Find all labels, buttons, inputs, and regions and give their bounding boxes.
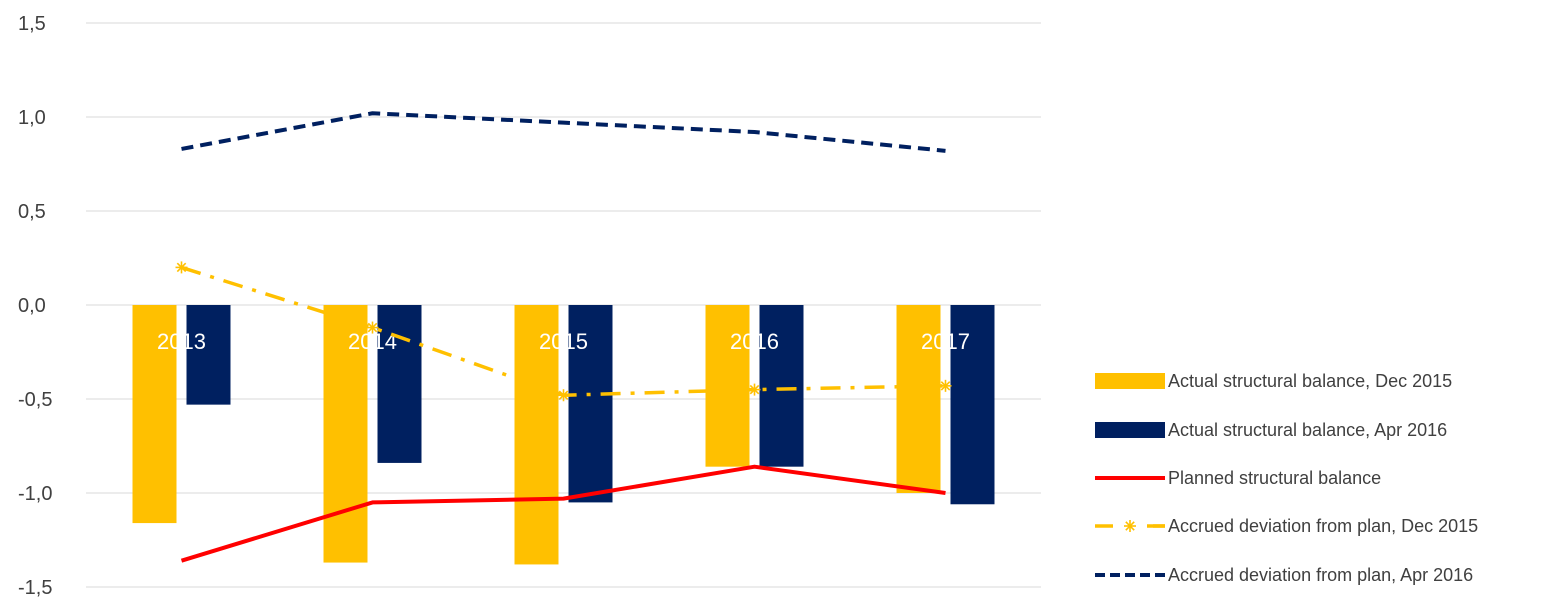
legend-label: Accrued deviation from plan, Dec 2015 [1168, 516, 1478, 536]
legend-item: Actual structural balance, Dec 2015 [1095, 371, 1452, 391]
bar [132, 305, 177, 524]
category-labels: 2013 2014 2015 2016 2017 [157, 329, 970, 354]
bar [705, 305, 750, 467]
legend-label: Actual structural balance, Apr 2016 [1168, 420, 1447, 440]
legend-item: Accrued deviation from plan, Apr 2016 [1095, 565, 1473, 585]
y-axis-tick-labels: 1,5 1,0 0,5 0,0 -0,5 -1,0 -1,5 [18, 13, 52, 597]
bar [186, 305, 231, 405]
category-label: 2013 [157, 329, 206, 354]
y-tick-label: -0,5 [18, 389, 52, 411]
legend-item: Actual structural balance, Apr 2016 [1095, 420, 1447, 440]
y-tick-label: -1,0 [18, 483, 52, 505]
y-tick-label: -1,5 [18, 577, 52, 597]
legend: Actual structural balance, Dec 2015 Actua… [1095, 371, 1478, 585]
legend-label: Actual structural balance, Dec 2015 [1168, 371, 1452, 391]
category-label: 2015 [539, 329, 588, 354]
bar [514, 305, 559, 565]
series-line [180, 464, 946, 563]
legend-item: Planned structural balance [1095, 468, 1381, 488]
y-tick-label: 0,0 [18, 295, 46, 317]
legend-swatch [1095, 422, 1165, 438]
asterisk-marker [748, 383, 761, 396]
category-label: 2017 [921, 329, 970, 354]
asterisk-marker [175, 261, 188, 274]
y-tick-label: 0,5 [18, 201, 46, 223]
asterisk-marker [557, 389, 570, 402]
asterisk-marker [939, 379, 952, 392]
lines [175, 111, 952, 563]
bar [896, 305, 941, 493]
asterisk-marker [366, 321, 379, 334]
y-tick-label: 1,0 [18, 107, 46, 129]
series-line [181, 111, 946, 153]
category-label: 2016 [730, 329, 779, 354]
bar [323, 305, 368, 563]
bar [950, 305, 995, 505]
bars [132, 305, 995, 565]
legend-label: Planned structural balance [1168, 468, 1381, 488]
legend-swatch [1095, 373, 1165, 389]
bar [568, 305, 613, 503]
legend-label: Accrued deviation from plan, Apr 2016 [1168, 565, 1473, 585]
legend-item: Accrued deviation from plan, Dec 2015 [1095, 516, 1478, 536]
bar [759, 305, 804, 467]
bar [377, 305, 422, 463]
y-tick-label: 1,5 [18, 13, 46, 35]
